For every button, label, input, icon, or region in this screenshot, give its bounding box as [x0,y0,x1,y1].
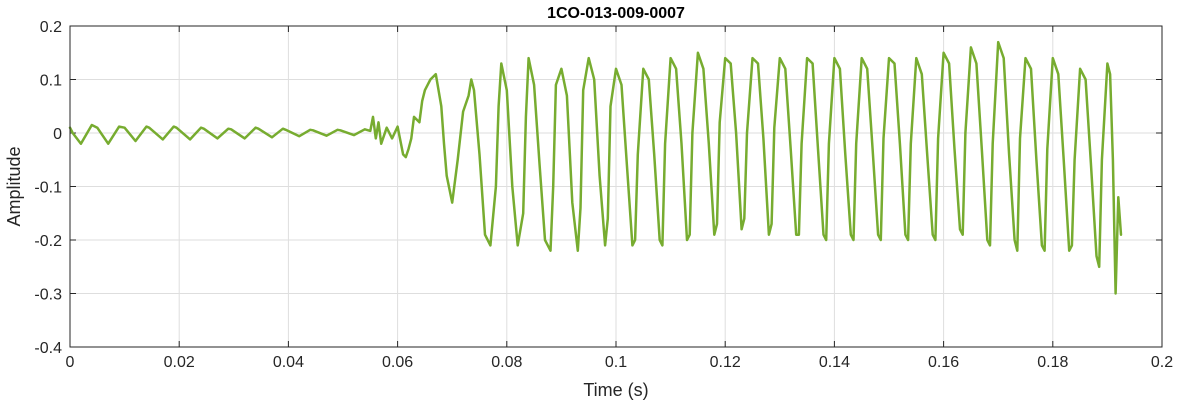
x-tick-label: 0.2 [1151,354,1173,371]
axes-box [69,25,1163,348]
series-line-1 [68,40,1123,295]
y-tick-label: 0.2 [40,19,62,36]
x-tick-label: 0.14 [819,354,850,371]
x-tick-label: 0.04 [273,354,304,371]
y-tick-label: -0.1 [34,180,62,197]
x-tick-label: 0 [66,354,75,371]
y-tick-label: -0.2 [34,233,62,250]
x-tick-label: 0.02 [164,354,195,371]
y-tick-label: 0.1 [40,73,62,90]
y-axis-ticks: 0.2 0.1 0 -0.1 -0.2 -0.3 -0.4 [34,19,1162,357]
x-tick-label: 0.16 [928,354,959,371]
x-tick-label: 0.18 [1037,354,1068,371]
y-tick-label: -0.4 [34,340,62,357]
x-axis-ticks: 0 0.02 0.04 0.06 0.08 0.1 0.12 0.14 0.16 0.18 0.2 [66,26,1173,371]
x-axis-label: Time (s) [583,380,648,400]
series-group [68,40,1123,295]
x-tick-label: 0.12 [710,354,741,371]
x-tick-label: 0.1 [605,354,627,371]
x-tick-label: 0.06 [382,354,413,371]
y-tick-label: 0 [53,126,62,143]
y-axis-label: Amplitude [4,146,24,226]
x-tick-label: 0.08 [491,354,522,371]
y-tick-label: -0.3 [34,287,62,304]
chart-title: 1CO-013-009-0007 [547,5,685,22]
